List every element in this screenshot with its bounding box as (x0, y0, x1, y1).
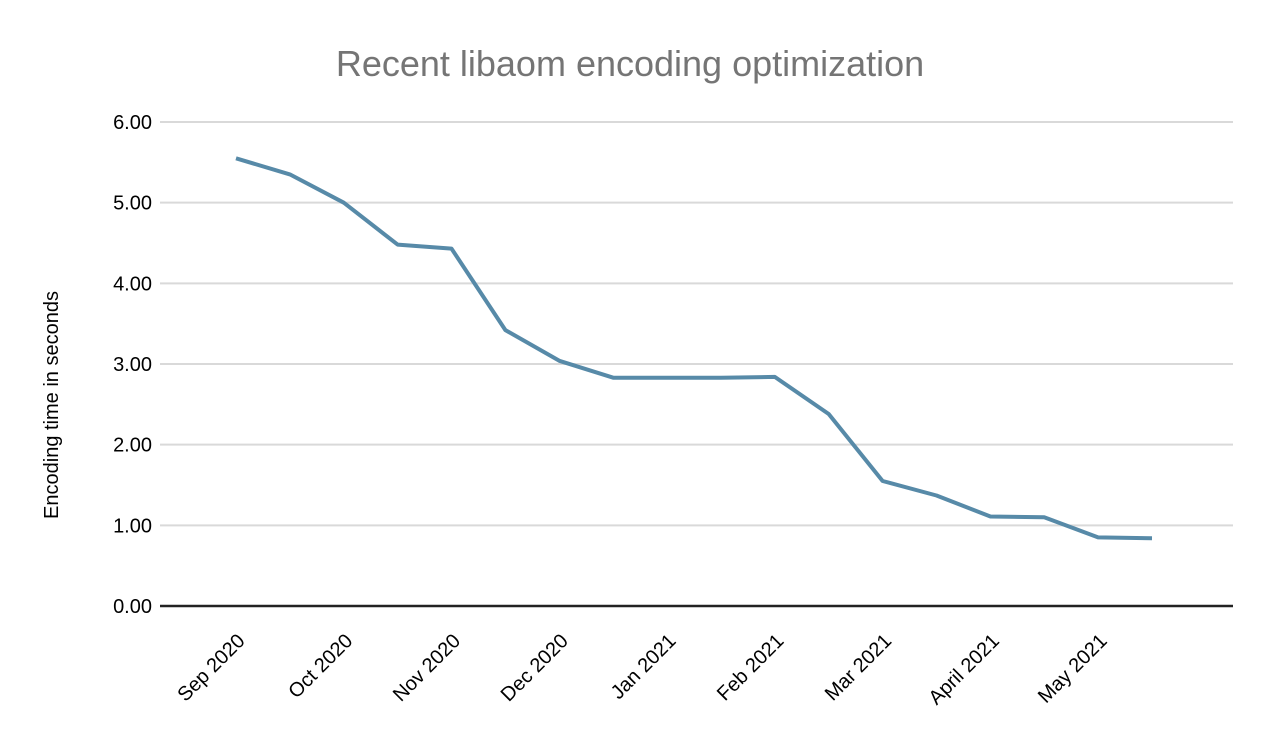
x-tick-label: Nov 2020 (389, 630, 465, 706)
x-tick-label: April 2021 (925, 630, 1004, 709)
y-tick-label: 6.00 (113, 112, 152, 134)
x-tick-label: Mar 2021 (821, 630, 896, 705)
y-tick-label: 5.00 (113, 193, 152, 215)
x-tick-label: Sep 2020 (173, 630, 249, 706)
x-tick-label: Oct 2020 (284, 630, 357, 703)
y-axis-title: Encoding time in seconds (41, 291, 63, 519)
y-tick-label: 0.00 (113, 596, 152, 618)
chart-title: Recent libaom encoding optimization (336, 43, 924, 84)
x-tick-label: Jan 2021 (607, 630, 681, 704)
y-tick-label: 1.00 (113, 515, 152, 537)
y-axis-tick-labels: 0.00 1.00 2.00 3.00 4.00 5.00 6.00 (113, 112, 152, 618)
x-tick-label: Dec 2020 (497, 630, 573, 706)
y-tick-label: 3.00 (113, 354, 152, 376)
x-tick-label: Feb 2021 (713, 630, 788, 705)
gridlines (160, 121, 1233, 527)
x-tick-label: May 2021 (1034, 630, 1112, 708)
x-axis-tick-labels: Sep 2020 Oct 2020 Nov 2020 Dec 2020 Jan 2021… (173, 630, 1111, 709)
y-tick-label: 2.00 (113, 435, 152, 457)
y-tick-label: 4.00 (113, 273, 152, 295)
series-line-encoding-time (235, 156, 1153, 541)
